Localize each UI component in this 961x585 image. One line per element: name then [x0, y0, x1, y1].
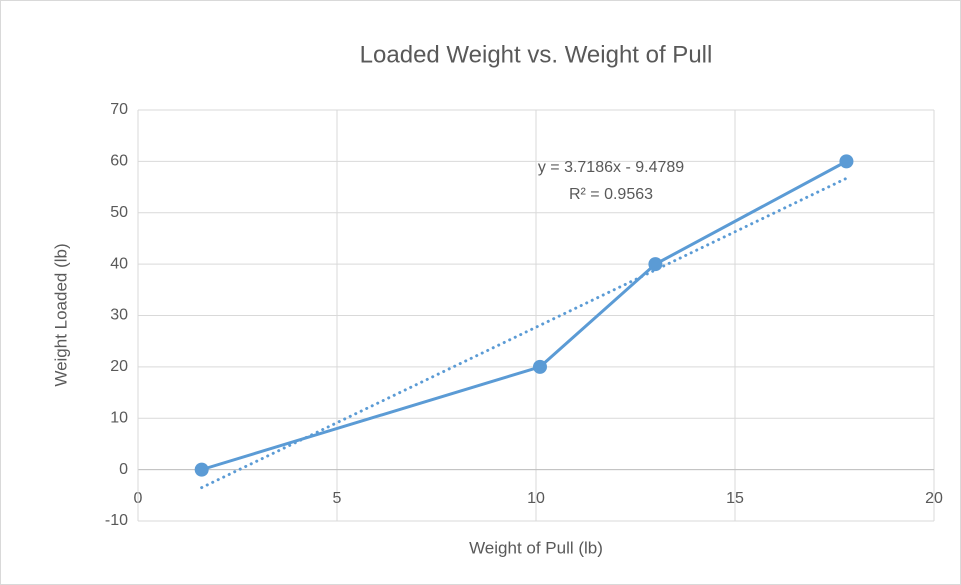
- y-tick-label: -10: [105, 512, 128, 529]
- y-tick-label: 70: [110, 101, 128, 118]
- x-axis-label: Weight of Pull (lb): [469, 538, 603, 557]
- y-tick-label: 40: [110, 255, 128, 272]
- series-line: [201, 160, 848, 472]
- y-tick-label: 50: [110, 204, 128, 221]
- marker: [648, 257, 663, 272]
- x-tick-label: 10: [527, 490, 545, 507]
- marker: [532, 359, 547, 374]
- x-tick-label: 20: [925, 490, 943, 507]
- y-tick-label: 20: [110, 358, 128, 375]
- y-tick-label: 60: [110, 153, 128, 170]
- x-tick-label: 5: [333, 490, 342, 507]
- chart-title: Loaded Weight vs. Weight of Pull: [360, 41, 713, 68]
- x-tick-label: 15: [726, 490, 744, 507]
- y-axis-label: Weight Loaded (lb): [51, 243, 70, 386]
- annotation: R² = 0.9563: [569, 186, 653, 203]
- marker: [839, 154, 854, 169]
- y-tick-label: 10: [110, 409, 128, 426]
- y-tick-label: 0: [119, 461, 128, 478]
- y-tick-label: 30: [110, 307, 128, 324]
- marker: [194, 462, 209, 477]
- annotation: y = 3.7186x - 9.4789: [538, 159, 684, 176]
